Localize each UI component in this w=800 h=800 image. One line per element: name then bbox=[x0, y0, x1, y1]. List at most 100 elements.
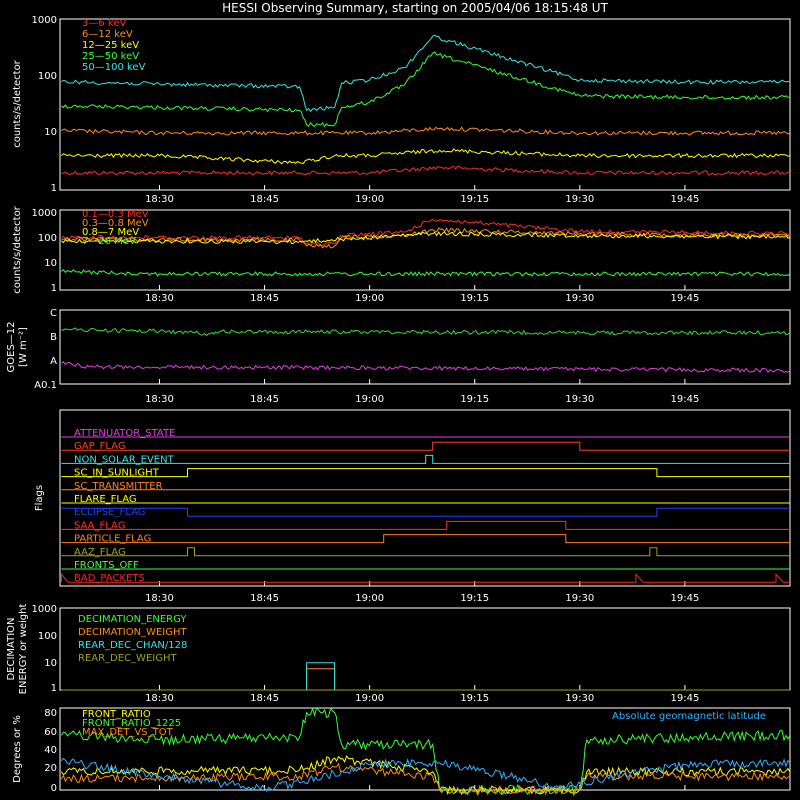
x-tick-label: 18:30 bbox=[145, 293, 174, 304]
decimation-legend-entry: DECIMATION_WEIGHT bbox=[78, 627, 187, 638]
series-line bbox=[61, 34, 791, 113]
flag-line bbox=[61, 468, 790, 478]
ytick-10: 10 bbox=[44, 258, 57, 269]
x-tick-label: 19:30 bbox=[565, 593, 594, 604]
flag-line bbox=[60, 572, 790, 583]
rates-high-legend-entry: 0.3—0.8 MeV bbox=[82, 218, 149, 229]
ytick-b: B bbox=[50, 332, 57, 343]
flags-ylabel: Flags bbox=[34, 485, 45, 511]
x-tick-label: 19:45 bbox=[670, 693, 699, 704]
x-tick-label: 18:30 bbox=[145, 693, 174, 704]
rates-high-legend-entry: 7—20 MeV bbox=[82, 236, 136, 247]
rates-low-legend-entry: 12—25 keV bbox=[82, 40, 139, 51]
rates-low-legend-entry: 3—6 keV bbox=[82, 18, 126, 29]
flags-frame bbox=[59, 409, 791, 587]
ytick-a01: A0.1 bbox=[34, 380, 57, 391]
geo-legend-entry: FRONT_RATIO bbox=[82, 709, 151, 720]
chart-title: HESSI Observing Summary, starting on 200… bbox=[222, 1, 608, 15]
ytick-1: 1 bbox=[51, 683, 57, 694]
decimation-ylabel-line1: DECIMATION bbox=[6, 617, 17, 680]
flag-line bbox=[61, 507, 790, 517]
x-tick-label-rows: 18:30 18:30 18:30 18:30 18:30 18:45 18:45 18:45… bbox=[145, 185, 699, 790]
x-tick-label: 19:00 bbox=[355, 593, 384, 604]
ytick-10: 10 bbox=[44, 127, 57, 138]
x-tick-label: 18:30 bbox=[145, 593, 174, 604]
flag-label: ATTENUATOR_STATE bbox=[74, 428, 175, 439]
series-line bbox=[61, 165, 791, 176]
series-line bbox=[61, 148, 791, 165]
series-line bbox=[61, 231, 791, 245]
ytick-1000: 1000 bbox=[32, 15, 57, 26]
goes-ylabel-line1: GOES—12 bbox=[6, 321, 17, 372]
x-tick-label: 19:15 bbox=[460, 593, 489, 604]
flag-label: FRONTS_OFF bbox=[74, 560, 139, 571]
series-line bbox=[60, 706, 791, 797]
geo-yticks: 80 60 40 20 0 bbox=[44, 708, 57, 794]
flag-label: PARTICLE_FLAG bbox=[74, 534, 151, 545]
x-tick-label: 19:00 bbox=[355, 293, 384, 304]
x-tick-label: 18:45 bbox=[250, 293, 279, 304]
ytick-1: 1 bbox=[51, 283, 57, 294]
x-tick-label: 19:00 bbox=[355, 394, 384, 405]
x-tick-label: 18:45 bbox=[250, 593, 279, 604]
rates-low-legend-entry: 25—50 keV bbox=[82, 51, 139, 62]
x-tick-label: 18:30 bbox=[145, 194, 174, 205]
flag-label: BAD_PACKETS bbox=[74, 573, 145, 584]
ytick-80: 80 bbox=[44, 708, 57, 719]
flag-label: SC_IN_SUNLIGHT bbox=[74, 468, 160, 479]
goes-frame bbox=[59, 309, 791, 385]
decimation-legend-entry: REAR_DEC_CHAN/128 bbox=[78, 640, 187, 651]
rates-high-legend-entry: 0.8—7 MeV bbox=[82, 227, 139, 238]
geo-legend-entry: MAX_DET_VS_TOT bbox=[82, 727, 174, 738]
x-tick-label: 19:30 bbox=[565, 693, 594, 704]
x-tick-label: 19:00 bbox=[355, 194, 384, 205]
ytick-20: 20 bbox=[44, 763, 57, 774]
x-tick-label: 19:30 bbox=[565, 293, 594, 304]
x-tick-label: 18:45 bbox=[250, 693, 279, 704]
flag-line bbox=[61, 534, 790, 544]
decimation-yticks: 1000 100 10 1 bbox=[32, 604, 57, 694]
x-tick-label: 19:30 bbox=[565, 194, 594, 205]
ytick-40: 40 bbox=[44, 745, 57, 756]
x-tick-label: 18:45 bbox=[250, 394, 279, 405]
ytick-10: 10 bbox=[44, 658, 57, 669]
x-tick-label: 19:45 bbox=[670, 194, 699, 205]
flag-label: AAZ_FLAG bbox=[74, 547, 126, 558]
ytick-100: 100 bbox=[38, 631, 57, 642]
series-line bbox=[61, 218, 791, 247]
decimation-legend-entry: DECIMATION_ENERGY bbox=[78, 614, 187, 625]
rates-high-frame bbox=[59, 209, 791, 291]
x-tick-label: 19:00 bbox=[355, 693, 384, 704]
series-line bbox=[61, 51, 791, 128]
x-tick-label: 18:30 bbox=[145, 394, 174, 405]
series-line bbox=[61, 268, 791, 277]
series-line bbox=[61, 327, 791, 337]
geo-ylabel: Degrees or % bbox=[12, 715, 23, 783]
panel-frames bbox=[59, 18, 791, 791]
ytick-c: C bbox=[50, 308, 57, 319]
x-tick-label: 19:45 bbox=[670, 593, 699, 604]
data-layer bbox=[60, 34, 791, 797]
decimation-ylabel-line2: ENERGY or weight bbox=[18, 604, 29, 695]
rates-low-legend-entry: 50—100 keV bbox=[82, 62, 146, 73]
x-tick-label: 19:15 bbox=[460, 293, 489, 304]
ytick-100: 100 bbox=[38, 71, 57, 82]
rates-low-frame bbox=[59, 18, 791, 191]
goes-yticks: C B A A0.1 bbox=[34, 308, 57, 391]
ytick-0: 0 bbox=[51, 783, 57, 794]
geo-frame bbox=[59, 707, 791, 791]
rates-high-legend-entry: 0.1—0.3 MeV bbox=[82, 209, 149, 220]
x-tick-label: 19:30 bbox=[565, 394, 594, 405]
x-tick-label: 19:15 bbox=[460, 693, 489, 704]
flag-line bbox=[61, 520, 790, 530]
flag-label: GAP_FLAG bbox=[74, 441, 126, 452]
flag-label: NON_SOLAR_EVENT bbox=[74, 454, 175, 465]
flag-label: SC_TRANSMITTER bbox=[74, 481, 163, 492]
ytick-1000: 1000 bbox=[32, 604, 57, 615]
goes-ylabel-line2: [W m⁻²] bbox=[18, 327, 29, 367]
flag-label: ECLIPSE_FLAG bbox=[74, 507, 145, 518]
series-line bbox=[61, 126, 791, 136]
